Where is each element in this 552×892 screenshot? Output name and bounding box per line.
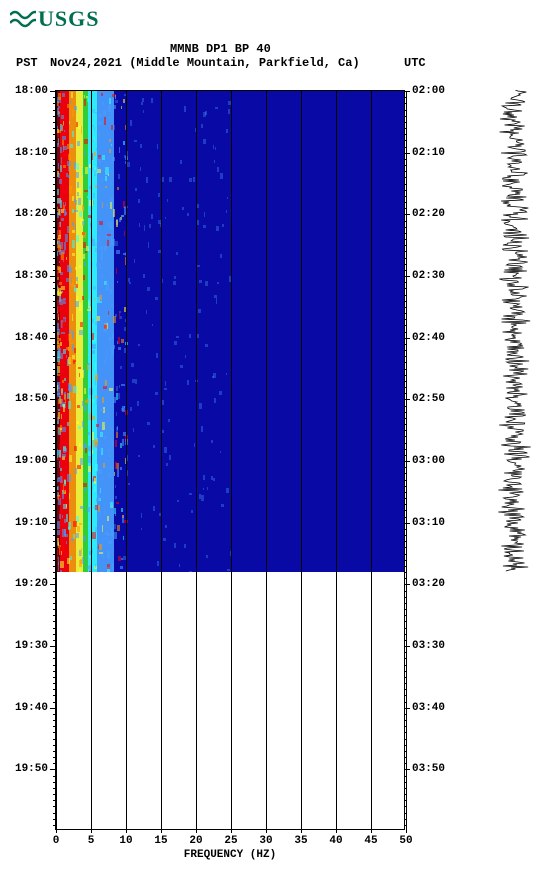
xtick-label: 45 xyxy=(364,835,377,847)
xtick-label: 35 xyxy=(294,835,307,847)
pst-label: PST xyxy=(16,56,38,70)
xtick-label: 40 xyxy=(329,835,342,847)
ytick-right: 02:40 xyxy=(412,332,445,344)
ytick-left: 19:10 xyxy=(15,517,48,529)
ytick-right: 03:00 xyxy=(412,455,445,467)
seismogram-trace xyxy=(490,90,540,830)
xtick-label: 0 xyxy=(53,835,60,847)
ytick-right: 02:50 xyxy=(412,393,445,405)
ytick-right: 02:30 xyxy=(412,270,445,282)
ytick-right: 03:20 xyxy=(412,578,445,590)
ytick-left: 18:10 xyxy=(15,147,48,159)
xtick-label: 30 xyxy=(259,835,272,847)
logo-text: USGS xyxy=(38,6,99,32)
ytick-right: 03:40 xyxy=(412,702,445,714)
ytick-right: 03:10 xyxy=(412,517,445,529)
ytick-right: 03:30 xyxy=(412,640,445,652)
usgs-logo: USGS xyxy=(10,6,99,32)
ytick-left: 18:40 xyxy=(15,332,48,344)
xtick-label: 20 xyxy=(189,835,202,847)
ytick-right: 02:00 xyxy=(412,85,445,97)
xtick-label: 10 xyxy=(119,835,132,847)
ytick-left: 19:20 xyxy=(15,578,48,590)
chart-title: MMNB DP1 BP 40 xyxy=(170,42,552,56)
xtick-label: 15 xyxy=(154,835,167,847)
ytick-left: 19:40 xyxy=(15,702,48,714)
ytick-left: 18:00 xyxy=(15,85,48,97)
ytick-right: 02:10 xyxy=(412,147,445,159)
ytick-left: 19:50 xyxy=(15,763,48,775)
xtick-label: 5 xyxy=(88,835,95,847)
ytick-left: 18:50 xyxy=(15,393,48,405)
spectrogram-plot: FREQUENCY (HZ) 0510152025303540455018:00… xyxy=(55,90,405,830)
ytick-right: 02:20 xyxy=(412,208,445,220)
xaxis-title: FREQUENCY (HZ) xyxy=(184,849,276,861)
ytick-right: 03:50 xyxy=(412,763,445,775)
xtick-label: 25 xyxy=(224,835,237,847)
ytick-left: 19:00 xyxy=(15,455,48,467)
ytick-left: 19:30 xyxy=(15,640,48,652)
seismogram-strip xyxy=(490,90,540,830)
ytick-left: 18:20 xyxy=(15,208,48,220)
xtick-label: 50 xyxy=(399,835,412,847)
utc-label: UTC xyxy=(404,56,426,70)
spectrogram-data xyxy=(56,91,404,572)
date-label: Nov24,2021 (Middle Mountain, Parkfield, … xyxy=(50,56,360,70)
ytick-left: 18:30 xyxy=(15,270,48,282)
wave-icon xyxy=(10,9,36,29)
